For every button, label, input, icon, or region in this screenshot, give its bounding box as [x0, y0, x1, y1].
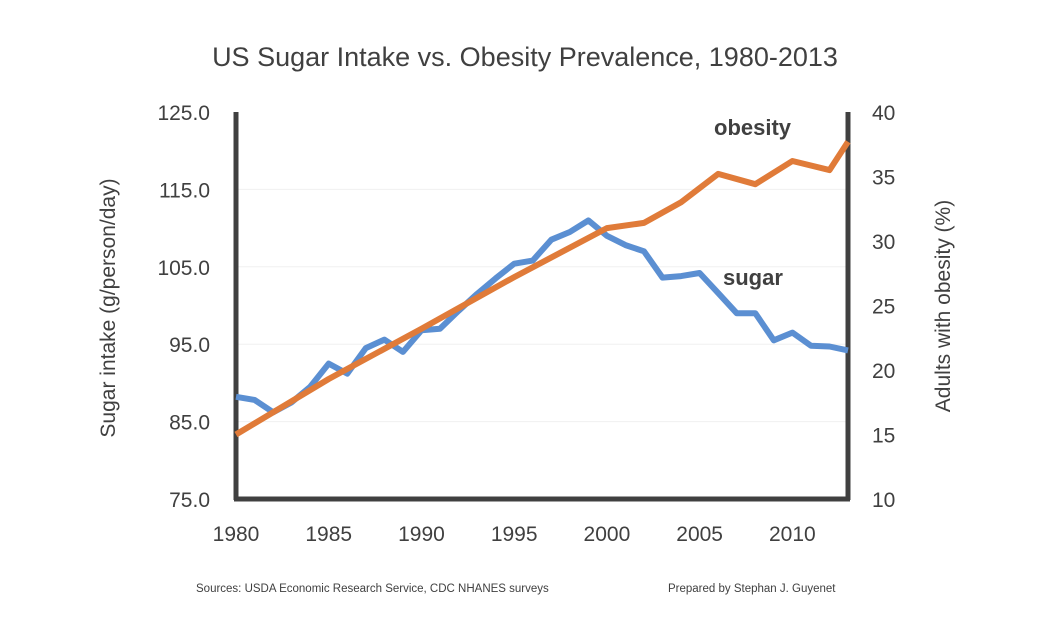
sugar-data-point — [606, 235, 607, 236]
right-y-tick-label: 10 — [872, 489, 895, 512]
right-y-tick-label: 40 — [872, 102, 895, 125]
sugar-data-point — [440, 328, 441, 329]
obesity-data-point — [755, 184, 756, 185]
obesity-data-point — [514, 277, 515, 278]
sugar-data-point — [681, 276, 682, 277]
left-y-tick-label: 125.0 — [157, 102, 210, 125]
sugar-data-point — [792, 332, 793, 333]
obesity-series-line — [234, 140, 851, 438]
sugar-data-point — [532, 260, 533, 261]
obesity-data-point — [644, 222, 645, 223]
right-y-tick-label: 25 — [872, 296, 895, 319]
gridlines — [236, 188, 848, 423]
sugar-data-point — [773, 340, 774, 341]
x-tick-label: 1980 — [213, 523, 260, 546]
right-y-tick-label: 20 — [872, 360, 895, 383]
obesity-data-point — [681, 202, 682, 203]
sugar-data-point — [810, 345, 811, 346]
sugar-data-point — [662, 277, 663, 278]
obesity-series-label: obesity — [714, 115, 792, 140]
left-y-tick-label: 75.0 — [169, 489, 210, 512]
obesity-data-point — [421, 328, 422, 329]
x-tick-label: 1990 — [398, 523, 445, 546]
sugar-data-point — [829, 346, 830, 347]
left-y-axis-label: Sugar intake (g/person/day) — [97, 178, 120, 437]
x-tick-label: 2005 — [676, 523, 723, 546]
left-y-tick-label: 95.0 — [169, 334, 210, 357]
sugar-data-point — [625, 245, 626, 246]
sugar-series-label: sugar — [723, 265, 783, 290]
sugar-data-point — [328, 363, 329, 364]
sugar-data-point — [736, 313, 737, 314]
sugar-data-point — [644, 251, 645, 252]
right-y-tick-label: 15 — [872, 425, 895, 448]
sugar-data-point — [569, 231, 570, 232]
sugar-series-line — [235, 217, 849, 416]
obesity-data-point — [236, 434, 237, 435]
obesity-data-point — [792, 161, 793, 162]
obesity-data-point — [848, 141, 849, 142]
chart-title: US Sugar Intake vs. Obesity Prevalence, … — [212, 42, 838, 72]
sugar-data-point — [514, 263, 515, 264]
sources-note: Sources: USDA Economic Research Service,… — [196, 583, 549, 595]
sugar-data-point — [755, 313, 756, 314]
sugar-data-point — [551, 239, 552, 240]
left-y-tick-label: 105.0 — [157, 257, 210, 280]
right-y-axis-label: Adults with obesity (%) — [932, 200, 955, 412]
left-y-tick-label: 85.0 — [169, 412, 210, 435]
sugar-data-point — [495, 278, 496, 279]
right-y-tick-label: 30 — [872, 231, 895, 254]
x-tick-label: 1985 — [305, 523, 352, 546]
obesity-data-point — [606, 228, 607, 229]
sugar-data-point — [699, 272, 700, 273]
sugar-data-point — [718, 293, 719, 294]
sugar-data-point — [848, 350, 849, 351]
left-y-ticks: 125.0 115.0 105.0 95.0 85.0 75.0 — [157, 102, 210, 512]
sugar-data-point — [384, 339, 385, 340]
right-y-ticks: 40 35 30 25 20 15 10 — [872, 102, 895, 512]
obesity-data-point — [328, 379, 329, 380]
obesity-data-point — [718, 173, 719, 174]
sugar-data-point — [347, 373, 348, 374]
left-y-tick-label: 115.0 — [159, 179, 210, 202]
right-y-tick-label: 35 — [872, 167, 895, 190]
sugar-data-point — [254, 399, 255, 400]
sugar-data-point — [402, 351, 403, 352]
credit-note: Prepared by Stephan J. Guyenet — [668, 583, 836, 595]
sugar-data-point — [236, 396, 237, 397]
x-tick-label: 2000 — [584, 523, 631, 546]
sugar-data-point — [365, 348, 366, 349]
sugar-data-point — [588, 220, 589, 221]
obesity-data-point — [829, 170, 830, 171]
x-tick-label: 2010 — [769, 523, 816, 546]
series-lines — [234, 140, 851, 438]
x-ticks: 1980 1985 1990 1995 2000 2005 2010 — [213, 523, 816, 546]
x-tick-label: 1995 — [491, 523, 538, 546]
